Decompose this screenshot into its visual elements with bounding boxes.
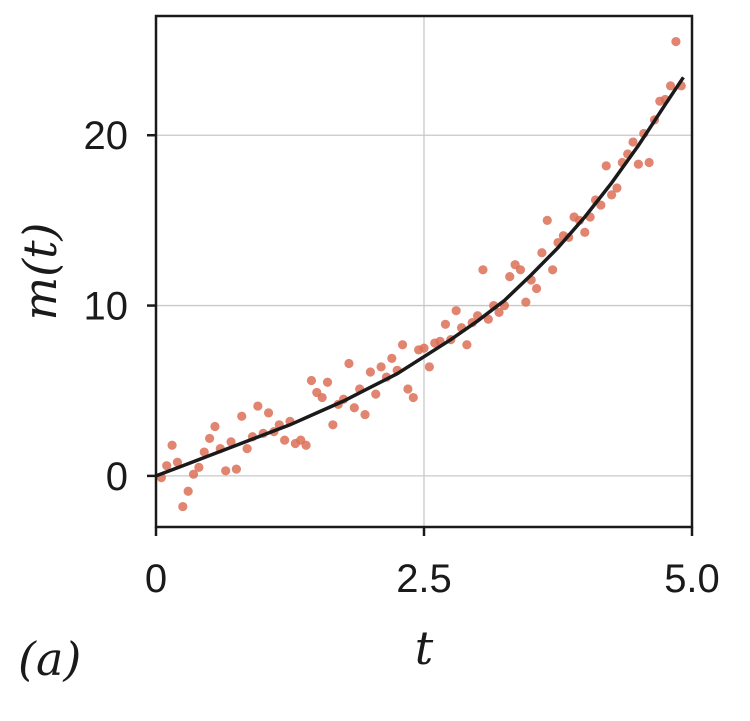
y-tick-label: 0 — [106, 455, 128, 499]
data-point — [628, 137, 638, 147]
data-point — [478, 265, 488, 275]
data-point — [328, 420, 338, 430]
data-point — [188, 469, 199, 479]
data-point — [462, 340, 472, 350]
fit-curve — [155, 76, 685, 478]
data-point — [306, 375, 317, 386]
data-point — [360, 409, 370, 420]
data-point — [580, 227, 590, 237]
data-point — [172, 457, 183, 467]
data-point — [253, 401, 263, 411]
data-point — [226, 437, 236, 447]
data-point — [596, 200, 606, 210]
data-point — [376, 362, 386, 372]
data-point — [424, 362, 434, 372]
data-point — [317, 392, 327, 403]
data-point — [440, 319, 451, 329]
data-point — [644, 157, 654, 168]
y-tick-label: 20 — [84, 114, 129, 158]
data-point — [344, 358, 354, 369]
data-point — [515, 265, 526, 275]
data-point — [349, 403, 359, 413]
data-point — [194, 462, 204, 472]
data-point — [183, 486, 193, 496]
y-axis-label: m(t) — [13, 223, 67, 321]
data-point — [199, 447, 209, 457]
data-point — [178, 501, 188, 512]
data-point — [237, 411, 247, 421]
panel-label: (a) — [18, 632, 81, 686]
data-point — [371, 389, 381, 399]
data-point — [531, 283, 542, 294]
data-point — [521, 297, 531, 307]
x-axis-label: t — [415, 621, 434, 675]
data-point — [365, 367, 375, 377]
x-tick-label: 2.5 — [396, 557, 452, 601]
y-tick-label: 10 — [84, 285, 129, 329]
data-point — [601, 161, 611, 171]
data-point — [633, 159, 644, 169]
grid-lines — [156, 16, 692, 527]
data-point — [162, 461, 172, 471]
data-point — [671, 36, 681, 47]
data-point — [322, 377, 333, 387]
axis-ticks: 0 2.5 5.0 0 10 20 — [84, 114, 720, 601]
data-point — [451, 306, 461, 316]
data-point — [167, 440, 177, 450]
data-point — [280, 435, 290, 445]
data-point — [537, 248, 547, 258]
data-point — [221, 466, 231, 476]
x-tick-label: 0 — [145, 557, 167, 601]
data-point — [419, 343, 429, 353]
data-point — [607, 190, 617, 200]
data-point — [205, 433, 215, 444]
data-point — [494, 307, 504, 317]
data-point — [612, 183, 622, 193]
data-point — [548, 265, 558, 275]
data-point — [301, 440, 311, 450]
data-point — [403, 384, 413, 394]
data-point — [665, 81, 676, 91]
data-point — [263, 408, 274, 418]
x-tick-label: 5.0 — [664, 557, 720, 601]
data-point — [483, 314, 493, 324]
data-point — [505, 272, 515, 282]
data-point — [242, 444, 252, 454]
data-point — [408, 392, 418, 403]
data-point — [210, 421, 220, 432]
data-point — [397, 340, 408, 350]
data-point — [231, 464, 241, 474]
scatter-points — [156, 36, 686, 512]
data-point — [387, 353, 397, 363]
data-point — [542, 215, 552, 225]
